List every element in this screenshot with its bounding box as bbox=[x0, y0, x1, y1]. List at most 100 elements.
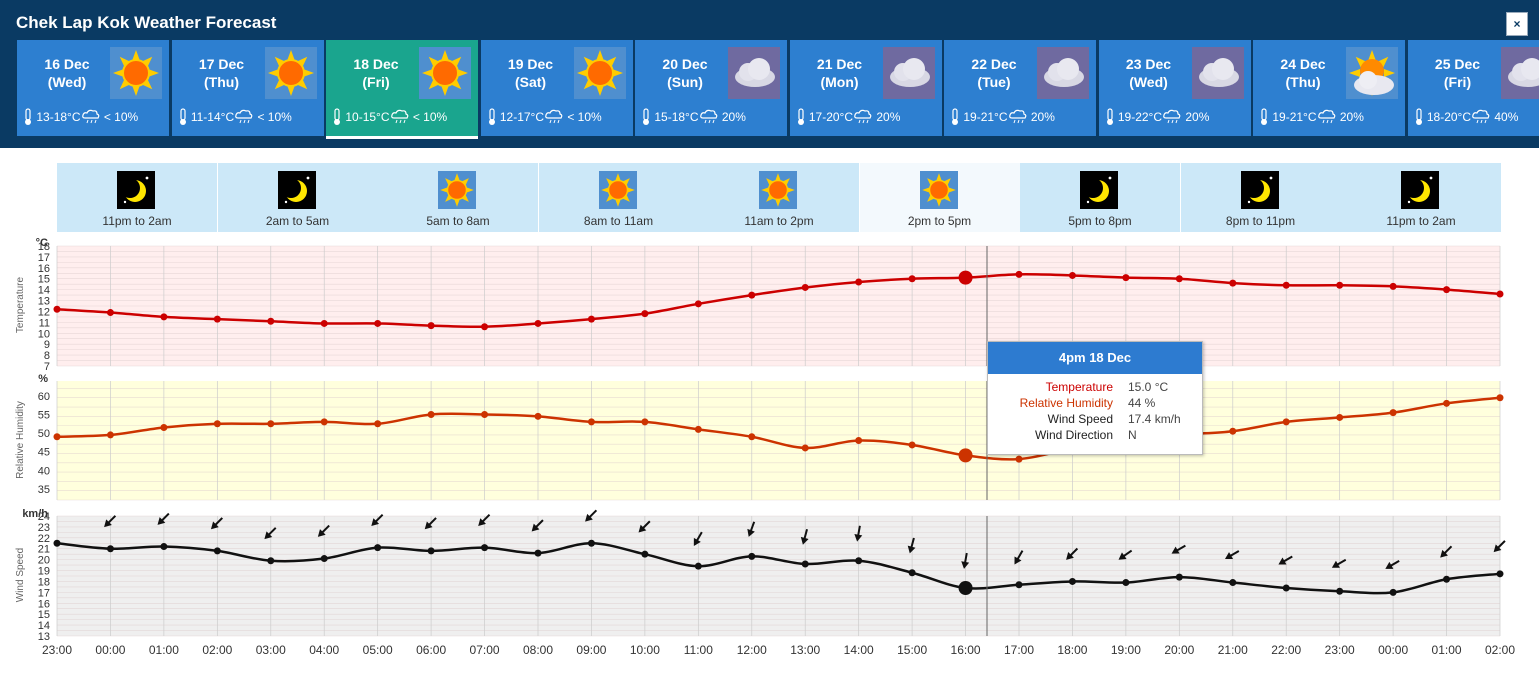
period-label: 5am to 8am bbox=[426, 214, 490, 228]
temperature-data-point bbox=[908, 275, 916, 283]
thermometer-icon bbox=[1414, 108, 1424, 125]
day-temp-range: 17-20°C bbox=[808, 110, 853, 124]
moon-icon bbox=[1401, 171, 1439, 209]
day-weekday: (Thu) bbox=[204, 74, 239, 90]
x-tick-label: 09:00 bbox=[576, 643, 606, 657]
day-card-1[interactable]: 17 Dec (Thu) 11-14°C < 10% bbox=[171, 40, 324, 136]
x-tick-label: 11:00 bbox=[684, 643, 713, 657]
humidity-data-point bbox=[427, 410, 435, 418]
wind-direction-arrow bbox=[1385, 559, 1400, 569]
temperature-ytick-label: 18 bbox=[38, 241, 50, 253]
day-card-6[interactable]: 22 Dec (Tue) 19-21°C 20% bbox=[944, 40, 1096, 136]
day-card-9[interactable]: 25 Dec (Fri) 18-20°C 40% bbox=[1407, 40, 1539, 136]
temperature-data-point bbox=[1336, 281, 1344, 289]
day-card-5[interactable]: 21 Dec (Mon) 17-20°C 20% bbox=[789, 40, 942, 136]
moon-icon bbox=[1080, 171, 1118, 209]
temperature-highlight-point bbox=[958, 270, 973, 285]
period-cell-5: 2pm to 5pm bbox=[859, 163, 1021, 232]
wind-direction-arrow bbox=[693, 531, 703, 546]
day-weekday: (Wed) bbox=[47, 74, 87, 90]
humidity-data-point bbox=[320, 418, 328, 426]
temperature-ytick-label: 7 bbox=[44, 361, 50, 373]
thermometer-icon bbox=[641, 108, 651, 125]
close-button[interactable]: × bbox=[1506, 12, 1528, 36]
temperature-data-point bbox=[374, 319, 382, 327]
period-label: 8am to 11am bbox=[583, 214, 654, 228]
temperature-data-point bbox=[1443, 286, 1451, 294]
wind-direction-arrow bbox=[585, 509, 598, 522]
day-temp-range: 11-14°C bbox=[190, 110, 235, 124]
x-tick-label: 00:00 bbox=[1378, 643, 1408, 657]
rain-icon bbox=[81, 109, 101, 124]
day-date: 22 Dec bbox=[971, 56, 1017, 72]
wind-speed-ytick-label: 22 bbox=[38, 533, 50, 545]
humidity-data-point bbox=[160, 423, 168, 431]
temperature-data-point bbox=[267, 317, 275, 325]
day-rain-chance: < 10% bbox=[412, 110, 448, 124]
day-card-2[interactable]: 18 Dec (Fri) 10-15°C < 10% bbox=[326, 40, 478, 139]
humidity-ytick-label: 40 bbox=[38, 465, 50, 477]
temperature-data-point bbox=[534, 319, 542, 327]
x-tick-label: 16:00 bbox=[951, 643, 981, 657]
wind-direction-arrow bbox=[1066, 547, 1079, 560]
day-temp-range: 19-22°C bbox=[1117, 110, 1162, 124]
humidity-series-line bbox=[56, 396, 1501, 461]
humidity-data-point bbox=[1389, 409, 1397, 417]
period-cell-3: 8am to 11am bbox=[538, 163, 700, 232]
wind-direction-arrow bbox=[961, 552, 970, 569]
day-rain-chance: < 10% bbox=[103, 110, 139, 124]
day-card-4[interactable]: 20 Dec (Sun) 15-18°C 20% bbox=[635, 40, 787, 136]
x-tick-label: 14:00 bbox=[844, 643, 874, 657]
day-card-0[interactable]: 16 Dec (Wed) 13-18°C < 10% bbox=[17, 40, 169, 136]
day-temp-range: 18-20°C bbox=[1426, 110, 1471, 124]
period-cell-1: 2am to 5am bbox=[217, 163, 379, 232]
moon-icon bbox=[277, 171, 316, 209]
wind-speed-ytick-label: 14 bbox=[38, 620, 50, 632]
rain-icon bbox=[1471, 109, 1491, 124]
humidity-data-point bbox=[1229, 427, 1237, 435]
day-date: 24 Dec bbox=[1280, 56, 1326, 72]
wind-speed-data-point bbox=[587, 539, 595, 547]
wind-speed-ytick-label: 17 bbox=[38, 587, 50, 599]
day-date: 23 Dec bbox=[1125, 56, 1172, 72]
rain-icon bbox=[1162, 109, 1182, 124]
day-card-3[interactable]: 19 Dec (Sat) 12-17°C < 10% bbox=[480, 40, 633, 136]
x-tick-label: 00:00 bbox=[95, 643, 125, 657]
thermometer-icon bbox=[1105, 108, 1115, 125]
wind-speed-data-point bbox=[267, 557, 275, 565]
humidity-ytick-label: 35 bbox=[38, 484, 50, 496]
temperature-data-point bbox=[481, 323, 489, 331]
temperature-data-point bbox=[641, 310, 649, 318]
humidity-data-point bbox=[1443, 399, 1451, 407]
temperature-data-point bbox=[1015, 270, 1023, 278]
tooltip-humidity-label: Relative Humidity bbox=[1019, 396, 1113, 410]
temperature-axis-label: Temperature bbox=[15, 276, 26, 333]
thermometer-icon bbox=[23, 108, 33, 125]
wind-speed-data-point bbox=[855, 557, 863, 565]
wind-direction-arrow bbox=[854, 525, 863, 542]
x-tick-label: 07:00 bbox=[470, 643, 500, 657]
humidity-plot-bg bbox=[57, 381, 1500, 500]
humidity-highlight-point bbox=[958, 448, 973, 463]
sunny-icon bbox=[759, 171, 797, 209]
wind-speed-data-point bbox=[53, 539, 61, 547]
wind-direction-arrow bbox=[317, 524, 330, 537]
sunny-icon bbox=[264, 47, 317, 99]
moon-icon bbox=[117, 171, 155, 209]
wind-speed-data-point bbox=[1122, 579, 1130, 587]
x-tick-label: 13:00 bbox=[790, 643, 820, 657]
x-tick-label: 21:00 bbox=[1218, 643, 1248, 657]
temperature-data-point bbox=[160, 313, 168, 321]
chart-tooltip: 4pm 18 Dec Temperature 15.0 °C Relative … bbox=[987, 341, 1203, 455]
day-card-8[interactable]: 24 Dec (Thu) 19-21°C 20% bbox=[1253, 40, 1405, 136]
wind-speed-data-point bbox=[213, 547, 221, 555]
tooltip-wind-speed-label: Wind Speed bbox=[1047, 412, 1113, 426]
wind-direction-arrow bbox=[1493, 540, 1506, 553]
day-card-7[interactable]: 23 Dec (Wed) 19-22°C 20% bbox=[1098, 40, 1251, 136]
temperature-data-point bbox=[1229, 279, 1237, 287]
wind-direction-arrow bbox=[210, 517, 223, 530]
day-rain-chance: 40% bbox=[1494, 110, 1519, 124]
day-date: 17 Dec bbox=[198, 56, 245, 72]
temperature-ytick-label: 13 bbox=[38, 296, 50, 308]
day-weekday: (Tue) bbox=[977, 74, 1011, 90]
